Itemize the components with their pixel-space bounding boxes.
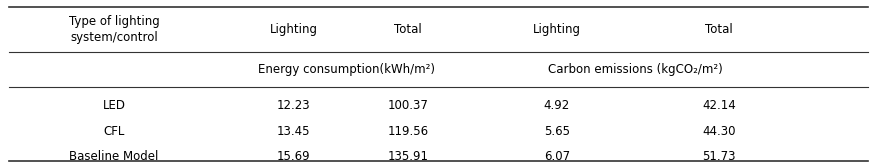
Text: Carbon emissions (kgCO₂/m²): Carbon emissions (kgCO₂/m²) (548, 63, 724, 76)
Text: 135.91: 135.91 (388, 150, 428, 163)
Text: Total: Total (394, 23, 422, 36)
Text: 6.07: 6.07 (544, 150, 570, 163)
Text: Lighting: Lighting (533, 23, 581, 36)
Text: 4.92: 4.92 (544, 99, 570, 112)
Text: 15.69: 15.69 (277, 150, 310, 163)
Text: Total: Total (705, 23, 733, 36)
Text: 51.73: 51.73 (702, 150, 736, 163)
Text: Lighting: Lighting (270, 23, 317, 36)
Text: 100.37: 100.37 (388, 99, 428, 112)
Text: 5.65: 5.65 (544, 125, 570, 138)
Text: 13.45: 13.45 (277, 125, 310, 138)
Text: CFL: CFL (103, 125, 125, 138)
Text: Energy consumption(kWh/m²): Energy consumption(kWh/m²) (258, 63, 435, 76)
Text: 119.56: 119.56 (388, 125, 428, 138)
Text: 12.23: 12.23 (277, 99, 310, 112)
Text: Type of lighting
system/control: Type of lighting system/control (68, 15, 160, 44)
Text: LED: LED (103, 99, 125, 112)
Text: Baseline Model: Baseline Model (69, 150, 159, 163)
Text: 42.14: 42.14 (702, 99, 736, 112)
Text: 44.30: 44.30 (702, 125, 736, 138)
